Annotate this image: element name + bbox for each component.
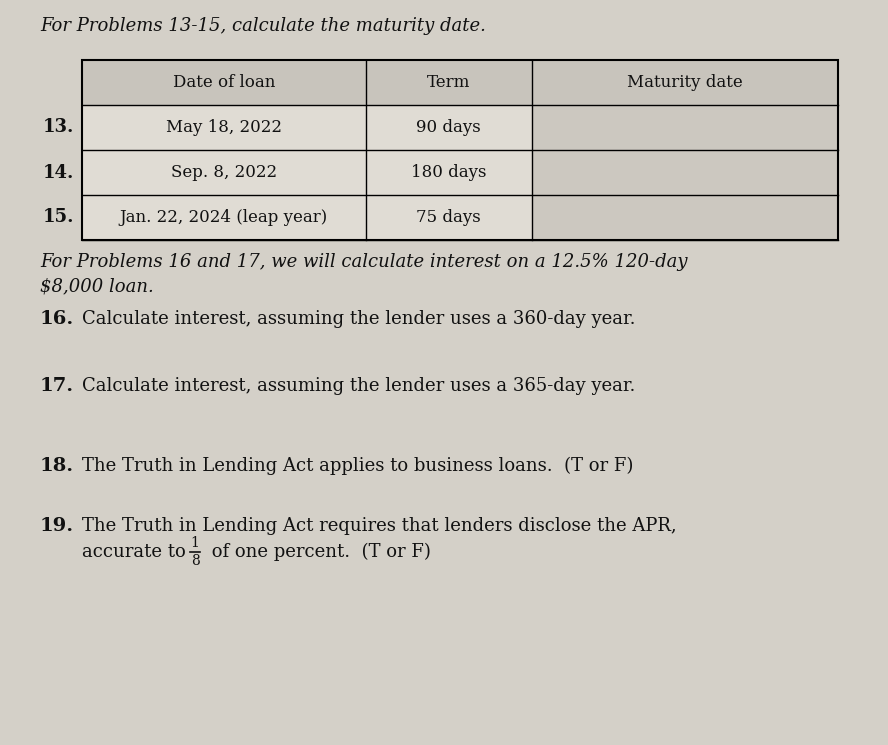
Text: $8,000 loan.: $8,000 loan.	[40, 277, 154, 295]
Bar	[532, 195, 838, 240]
Text: Calculate interest, assuming the lender uses a 365-day year.: Calculate interest, assuming the lender …	[82, 377, 636, 395]
Bar	[82, 105, 366, 150]
Text: For Problems 16 and 17, we will calculate interest on a 12.5% 120-day: For Problems 16 and 17, we will calculat…	[40, 253, 687, 271]
Text: 13.: 13.	[43, 118, 74, 136]
Bar	[532, 150, 838, 195]
Text: 14.: 14.	[43, 163, 74, 182]
Text: For Problems 13-15, calculate the maturity date.: For Problems 13-15, calculate the maturi…	[40, 17, 486, 35]
Text: 18.: 18.	[40, 457, 74, 475]
Text: Jan. 22, 2024 (leap year): Jan. 22, 2024 (leap year)	[120, 209, 328, 226]
Text: Maturity date: Maturity date	[627, 74, 742, 91]
Bar	[366, 195, 532, 240]
Bar	[366, 150, 532, 195]
Bar	[82, 195, 366, 240]
Text: 15.: 15.	[43, 209, 74, 226]
Text: Sep. 8, 2022: Sep. 8, 2022	[170, 164, 277, 181]
Text: 8: 8	[191, 554, 200, 568]
Text: 180 days: 180 days	[411, 164, 487, 181]
Text: The Truth in Lending Act requires that lenders disclose the APR,: The Truth in Lending Act requires that l…	[82, 517, 677, 535]
Bar	[366, 105, 532, 150]
Text: of one percent.  (T or F): of one percent. (T or F)	[206, 543, 431, 561]
Text: 75 days: 75 days	[416, 209, 481, 226]
Text: 17.: 17.	[40, 377, 74, 395]
Text: Date of loan: Date of loan	[172, 74, 275, 91]
Text: 16.: 16.	[40, 310, 75, 328]
Bar	[82, 150, 366, 195]
Text: 19.: 19.	[40, 517, 74, 535]
Text: accurate to: accurate to	[82, 543, 192, 561]
Text: 1: 1	[191, 536, 200, 550]
Text: Term: Term	[427, 74, 471, 91]
Bar	[532, 105, 838, 150]
Text: May 18, 2022: May 18, 2022	[166, 119, 281, 136]
Bar	[82, 60, 838, 240]
Text: 90 days: 90 days	[416, 119, 481, 136]
Text: Calculate interest, assuming the lender uses a 360-day year.: Calculate interest, assuming the lender …	[82, 310, 636, 328]
Text: The Truth in Lending Act applies to business loans.  (T or F): The Truth in Lending Act applies to busi…	[82, 457, 633, 475]
Bar	[82, 60, 366, 105]
Bar	[366, 60, 532, 105]
Bar	[532, 60, 838, 105]
